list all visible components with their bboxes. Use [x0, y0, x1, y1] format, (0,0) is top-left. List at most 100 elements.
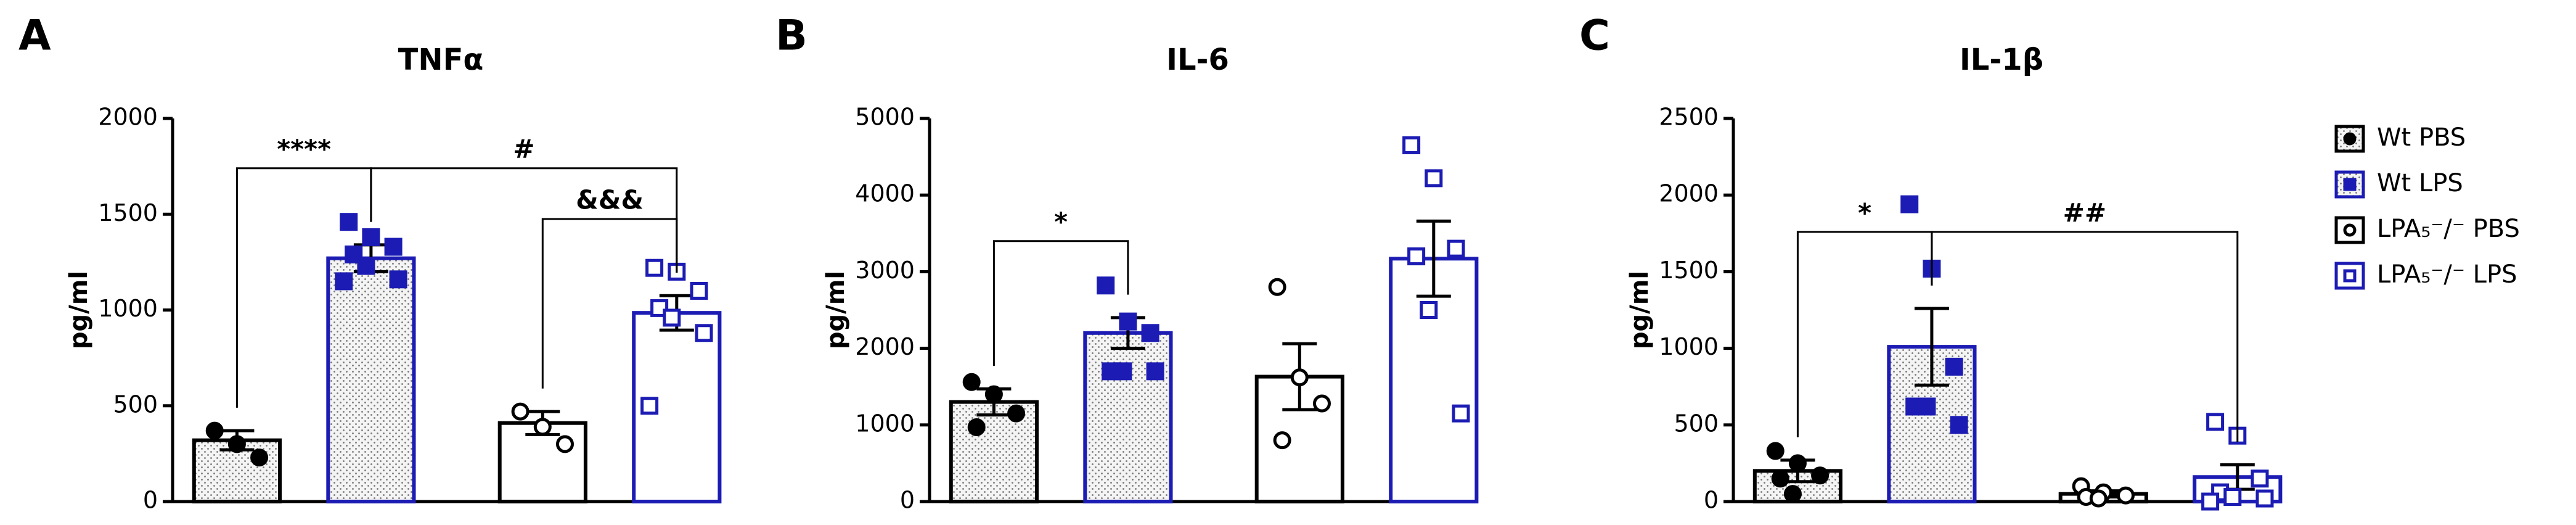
y-tick-label: 1000 — [855, 410, 915, 437]
data-point — [555, 435, 574, 453]
y-tick-label: 1500 — [98, 199, 158, 226]
data-point — [1268, 278, 1286, 296]
y-tick-label: 500 — [113, 391, 158, 418]
data-point — [511, 402, 530, 421]
data-point — [2223, 488, 2242, 506]
data-point — [2089, 489, 2108, 508]
legend-marker — [2343, 223, 2357, 237]
data-point — [389, 270, 407, 289]
y-tick-label: 2000 — [855, 333, 915, 360]
significance-label: **** — [277, 134, 331, 164]
data-point — [1447, 239, 1465, 258]
panel-label: B — [775, 12, 808, 60]
bar — [326, 256, 416, 503]
data-point — [2206, 413, 2225, 431]
data-point — [1407, 247, 1426, 266]
y-tick-label: 2000 — [98, 104, 158, 131]
data-point — [1783, 485, 1802, 503]
chart-title: TNFα — [398, 43, 484, 77]
data-point — [362, 228, 380, 247]
bar — [1083, 331, 1173, 503]
significance-bracket — [1931, 231, 2239, 442]
legend-marker — [2343, 269, 2357, 283]
significance-label: ## — [2063, 197, 2106, 228]
significance-bracket — [370, 167, 678, 273]
data-point — [1918, 397, 1936, 416]
legend-swatch — [2334, 216, 2365, 244]
data-point — [2201, 492, 2220, 511]
legend-label: Wt LPS — [2377, 169, 2463, 197]
data-point — [1312, 394, 1331, 413]
data-point — [335, 272, 353, 291]
data-point — [1007, 404, 1026, 423]
y-tick-label: 0 — [143, 487, 158, 514]
bar — [497, 421, 587, 504]
legend-marker — [2343, 178, 2357, 191]
data-point — [1420, 301, 1438, 319]
legend-label: LPA₅⁻/⁻ LPS — [2377, 260, 2517, 289]
data-point — [1097, 276, 1115, 295]
legend-swatch — [2334, 125, 2365, 153]
significance-label: # — [513, 134, 534, 164]
data-point — [1811, 466, 1830, 485]
data-point — [1425, 169, 1443, 188]
data-point — [1900, 195, 1919, 213]
data-point — [640, 397, 659, 415]
data-point — [962, 373, 981, 391]
data-point — [1141, 324, 1159, 342]
y-tick-label: 4000 — [855, 180, 915, 207]
data-point — [1146, 362, 1164, 381]
data-point — [984, 385, 1003, 403]
data-point — [1766, 442, 1785, 460]
data-point — [1452, 404, 1470, 423]
data-point — [1771, 469, 1789, 488]
y-tick-label: 1000 — [1659, 333, 1719, 360]
legend-label: Wt PBS — [2377, 123, 2466, 152]
significance-bracket — [992, 240, 1129, 366]
data-point — [1950, 416, 1968, 434]
data-point — [645, 258, 664, 277]
data-point — [1273, 431, 1291, 450]
data-point — [384, 238, 403, 256]
data-point — [2116, 486, 2135, 505]
legend-marker — [2343, 132, 2357, 146]
significance-label: * — [1054, 207, 1068, 237]
y-tick-label: 500 — [1674, 410, 1719, 437]
chart-title: IL-1β — [1960, 43, 2043, 77]
y-axis-label: pg/ml — [65, 271, 93, 349]
y-tick-label: 5000 — [855, 104, 915, 131]
panel-label: A — [18, 12, 51, 60]
y-axis-label: pg/ml — [822, 271, 850, 349]
significance-label: * — [1858, 197, 1871, 228]
data-point — [357, 257, 375, 275]
significance-bracket — [541, 218, 678, 389]
error-bar — [1914, 307, 1949, 387]
data-point — [1114, 362, 1132, 381]
y-tick-label: 3000 — [855, 257, 915, 284]
data-point — [1788, 454, 1807, 473]
y-tick-label: 2500 — [1659, 104, 1719, 131]
data-point — [250, 449, 269, 467]
data-point — [1290, 368, 1309, 387]
y-tick-label: 0 — [900, 487, 915, 514]
y-tick-label: 2000 — [1659, 180, 1719, 207]
chart-title: IL-6 — [1166, 43, 1229, 77]
data-point — [533, 418, 552, 436]
data-point — [1945, 357, 1963, 376]
data-point — [1119, 312, 1137, 331]
data-point — [2255, 489, 2274, 508]
panel-label: C — [1579, 12, 1610, 60]
y-tick-label: 1500 — [1659, 257, 1719, 284]
data-point — [1402, 136, 1421, 154]
data-point — [340, 213, 358, 231]
data-point — [2251, 469, 2269, 488]
y-tick-label: 0 — [1704, 487, 1719, 514]
data-point — [690, 281, 708, 300]
significance-label: &&& — [576, 185, 644, 215]
data-point — [695, 324, 713, 342]
legend-label: LPA₅⁻/⁻ PBS — [2377, 215, 2520, 243]
y-tick-label: 1000 — [98, 295, 158, 322]
y-axis-label: pg/ml — [1625, 271, 1654, 349]
data-point — [967, 418, 986, 437]
